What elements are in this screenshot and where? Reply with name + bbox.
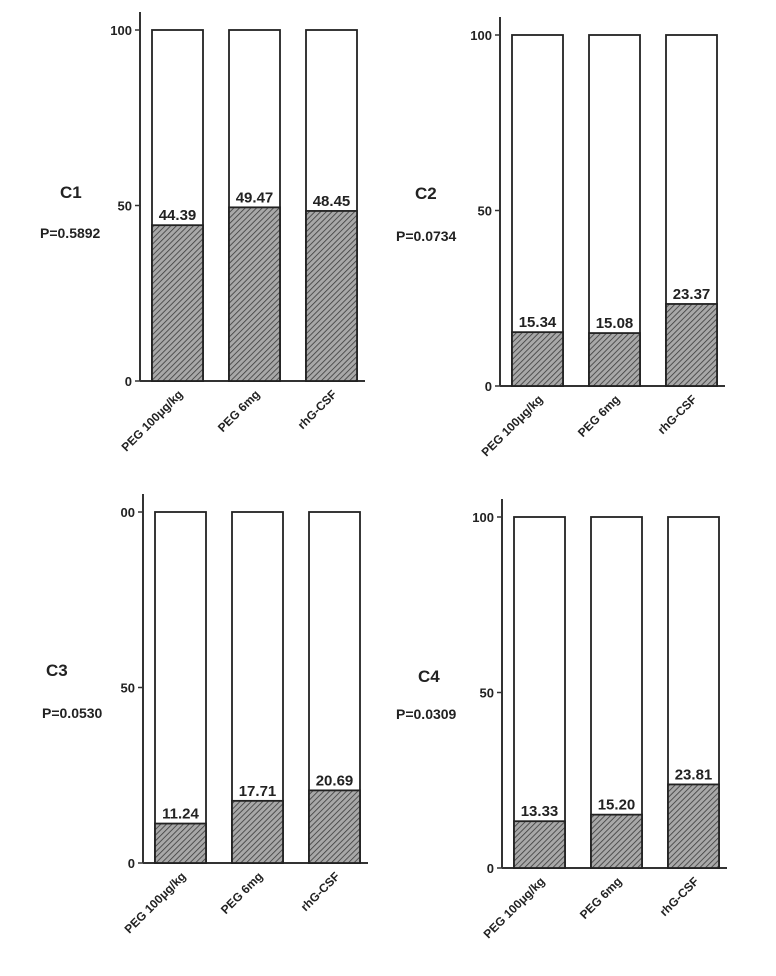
y-tick-label: 100 xyxy=(472,510,494,525)
data-label: 15.08 xyxy=(596,315,634,332)
y-tick-label: 0 xyxy=(487,861,494,876)
panel-label: C3 xyxy=(46,661,68,680)
y-tick-label: 0 xyxy=(485,379,492,394)
bar-value xyxy=(590,813,643,869)
x-tick-label: PEG 6mg xyxy=(218,869,266,917)
panel-label: C1 xyxy=(60,183,82,202)
x-tick-label: PEG 6mg xyxy=(575,392,623,440)
y-tick-label: 100 xyxy=(110,23,132,38)
x-tick-label: PEG 100μg/kg xyxy=(119,387,186,454)
data-label: 23.37 xyxy=(673,286,711,303)
bar-value xyxy=(308,789,361,864)
y-tick-label: 0 xyxy=(125,374,132,389)
p-value: P=0.5892 xyxy=(40,225,101,241)
bar-total xyxy=(590,516,643,869)
data-label: 23.81 xyxy=(675,766,713,783)
x-tick-label: rhG-CSF xyxy=(298,869,343,914)
p-value: P=0.0530 xyxy=(42,705,103,721)
x-tick-label: PEG 6mg xyxy=(215,387,263,435)
data-label: 15.34 xyxy=(519,314,557,331)
bar-value xyxy=(511,331,564,387)
data-label: 48.45 xyxy=(313,193,351,210)
bar-total xyxy=(588,34,641,387)
data-label: 15.20 xyxy=(598,797,636,814)
y-tick-label: 00 xyxy=(121,505,135,520)
bar-value xyxy=(228,206,281,382)
y-tick-label: 0 xyxy=(128,856,135,871)
bar-value xyxy=(305,210,358,382)
y-tick-label: 50 xyxy=(480,686,494,701)
bar-value xyxy=(667,783,720,869)
p-value: P=0.0734 xyxy=(396,228,457,244)
bar-total xyxy=(511,34,564,387)
data-label: 49.47 xyxy=(236,189,274,206)
x-tick-label: rhG-CSF xyxy=(657,874,702,919)
bar-value xyxy=(231,799,284,864)
data-label: 11.24 xyxy=(162,806,199,823)
data-label: 44.39 xyxy=(159,207,197,224)
x-tick-label: PEG 100μg/kg xyxy=(122,869,189,936)
x-tick-label: rhG-CSF xyxy=(655,392,700,437)
bar-value xyxy=(151,224,204,382)
y-tick-label: 50 xyxy=(118,199,132,214)
p-value: P=0.0309 xyxy=(396,706,457,722)
bar-total xyxy=(513,516,566,869)
data-label: 13.33 xyxy=(521,803,559,820)
bar-value xyxy=(513,820,566,869)
y-tick-label: 100 xyxy=(470,28,492,43)
panel-label: C4 xyxy=(418,667,440,686)
x-tick-label: PEG 100μg/kg xyxy=(481,874,548,941)
panel-label: C2 xyxy=(415,184,437,203)
x-tick-label: PEG 6mg xyxy=(577,874,625,922)
bar-value xyxy=(665,303,718,387)
bar-value xyxy=(154,822,207,864)
data-label: 20.69 xyxy=(316,772,354,789)
y-tick-label: 50 xyxy=(121,681,135,696)
x-tick-label: PEG 100μg/kg xyxy=(479,392,546,459)
bar-value xyxy=(588,332,641,387)
y-tick-label: 50 xyxy=(478,204,492,219)
data-label: 17.71 xyxy=(239,783,277,800)
x-tick-label: rhG-CSF xyxy=(295,387,340,432)
